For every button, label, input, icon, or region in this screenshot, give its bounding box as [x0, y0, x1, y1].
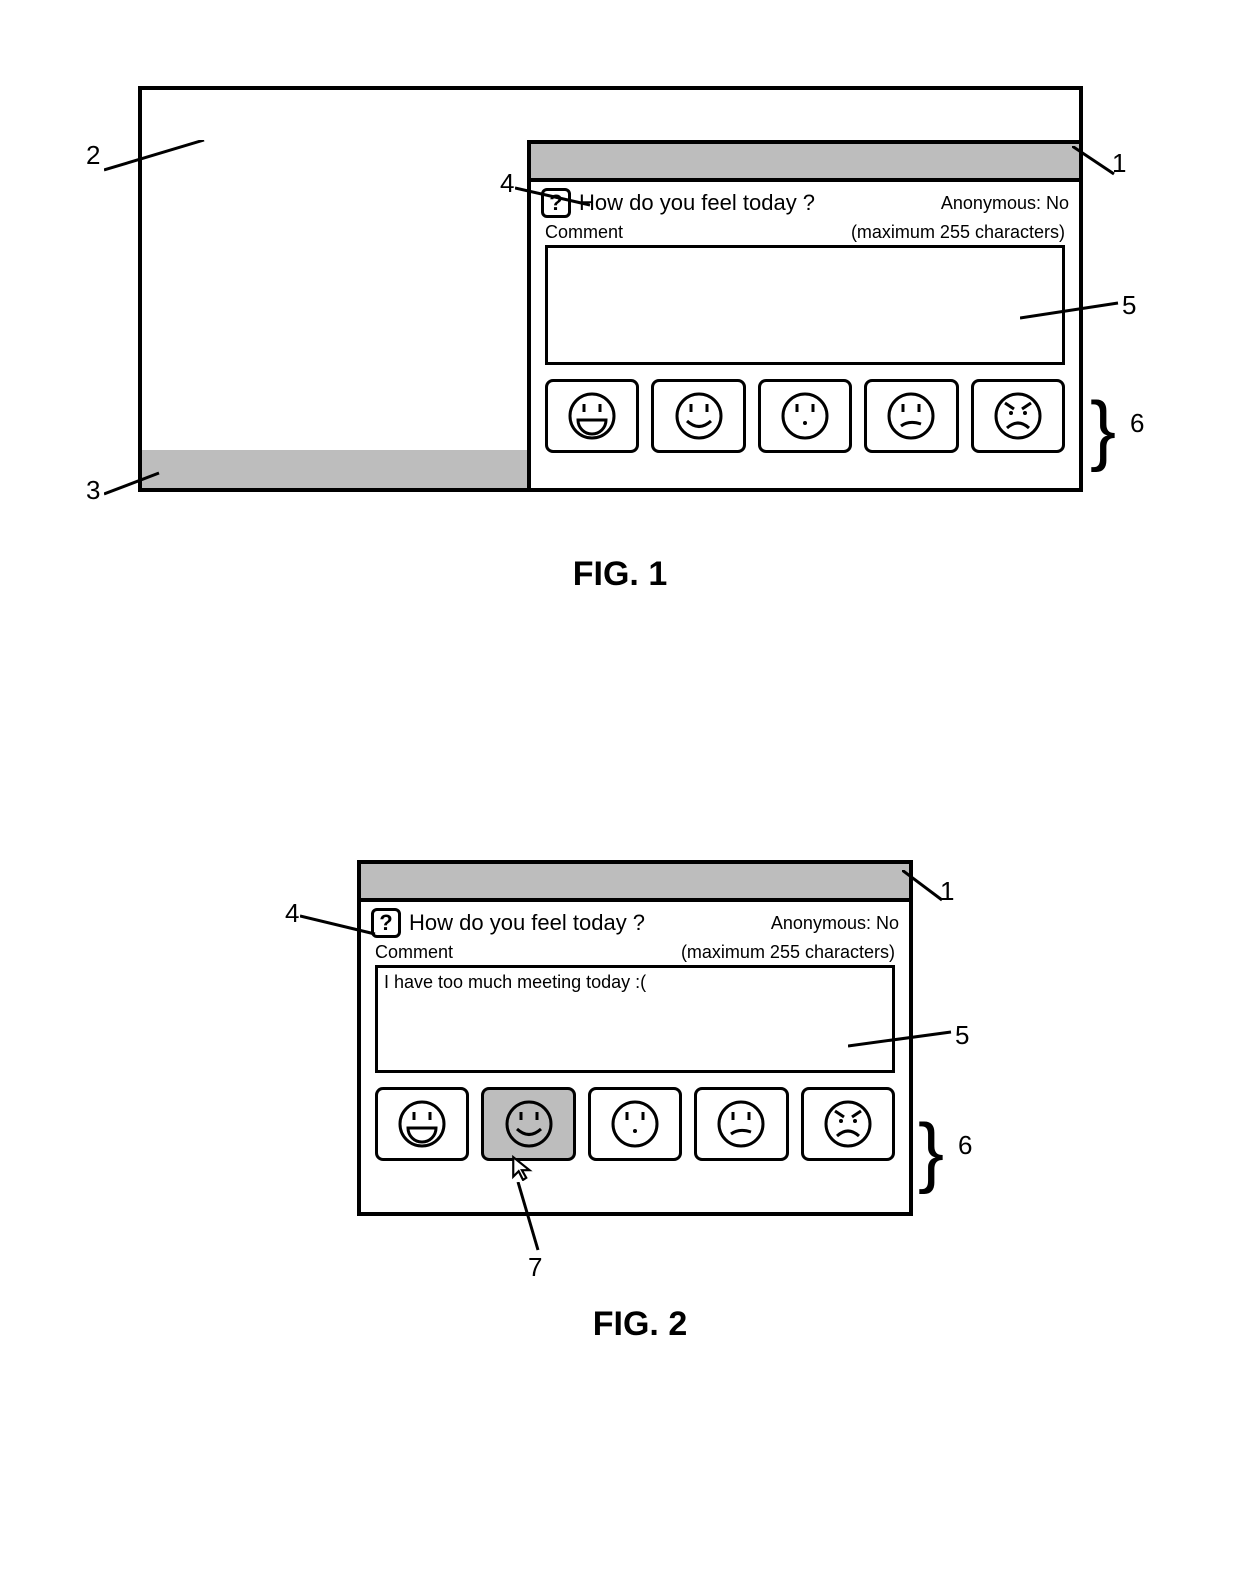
fig1-caption: FIG. 1 — [520, 555, 720, 594]
widget-header-row: ? How do you feel today ? Anonymous: No — [531, 182, 1079, 218]
comment-meta-row: Comment (maximum 255 characters) — [531, 218, 1079, 243]
smiley-unhappy-button[interactable] — [694, 1087, 788, 1161]
anonymous-value: No — [1046, 193, 1069, 213]
brace-6-fig2: } — [918, 1112, 944, 1190]
comment-value: I have too much meeting today :( — [384, 972, 646, 992]
happy-face-icon — [503, 1098, 555, 1150]
callout-3: 3 — [86, 475, 100, 506]
very-happy-face-icon — [396, 1098, 448, 1150]
neutral-face-icon — [779, 390, 831, 442]
callout-6: 6 — [1130, 408, 1144, 439]
help-icon: ? — [379, 910, 392, 936]
neutral-face-icon — [609, 1098, 661, 1150]
callout-7: 7 — [528, 1252, 542, 1283]
smiley-angry-button[interactable] — [971, 379, 1065, 453]
callout-4-fig2: 4 — [285, 898, 299, 929]
unhappy-face-icon — [885, 390, 937, 442]
smiley-very-happy-button[interactable] — [545, 379, 639, 453]
anonymous-label: Anonymous: No — [941, 193, 1069, 214]
smiley-unhappy-button[interactable] — [864, 379, 958, 453]
comment-meta-row: Comment (maximum 255 characters) — [361, 938, 909, 963]
anonymous-value: No — [876, 913, 899, 933]
fig1-desktop-window: ? How do you feel today ? Anonymous: No … — [138, 86, 1083, 492]
page: ? How do you feel today ? Anonymous: No … — [0, 0, 1240, 1577]
widget-titlebar[interactable] — [361, 864, 909, 902]
callout-6-fig2: 6 — [958, 1130, 972, 1161]
widget-titlebar[interactable] — [531, 144, 1079, 182]
smiley-row — [531, 379, 1079, 453]
maxchars-label: (maximum 255 characters) — [681, 942, 895, 963]
smiley-neutral-button[interactable] — [758, 379, 852, 453]
fig1-mood-widget: ? How do you feel today ? Anonymous: No … — [527, 140, 1083, 492]
question-text: How do you feel today ? — [579, 190, 815, 216]
very-happy-face-icon — [566, 390, 618, 442]
fig2-caption: FIG. 2 — [540, 1305, 740, 1344]
maxchars-label: (maximum 255 characters) — [851, 222, 1065, 243]
happy-face-icon — [673, 390, 725, 442]
smiley-angry-button[interactable] — [801, 1087, 895, 1161]
smiley-happy-button[interactable] — [651, 379, 745, 453]
smiley-neutral-button[interactable] — [588, 1087, 682, 1161]
angry-face-icon — [992, 390, 1044, 442]
callout-2: 2 — [86, 140, 100, 171]
callout-5-fig2: 5 — [955, 1020, 969, 1051]
smiley-very-happy-button[interactable] — [375, 1087, 469, 1161]
smiley-happy-button[interactable] — [481, 1087, 575, 1161]
comment-label: Comment — [375, 942, 453, 963]
angry-face-icon — [822, 1098, 874, 1150]
brace-6: } — [1090, 390, 1116, 468]
comment-input[interactable] — [545, 245, 1065, 365]
comment-label: Comment — [545, 222, 623, 243]
callout-5: 5 — [1122, 290, 1136, 321]
fig2-mood-widget: ? How do you feel today ? Anonymous: No … — [357, 860, 913, 1216]
anonymous-label: Anonymous: No — [771, 913, 899, 934]
unhappy-face-icon — [715, 1098, 767, 1150]
callout-4: 4 — [500, 168, 514, 199]
widget-header-row: ? How do you feel today ? Anonymous: No — [361, 902, 909, 938]
question-text: How do you feel today ? — [409, 910, 645, 936]
comment-input[interactable]: I have too much meeting today :( — [375, 965, 895, 1073]
smiley-row — [361, 1087, 909, 1161]
cursor-icon — [510, 1155, 536, 1181]
